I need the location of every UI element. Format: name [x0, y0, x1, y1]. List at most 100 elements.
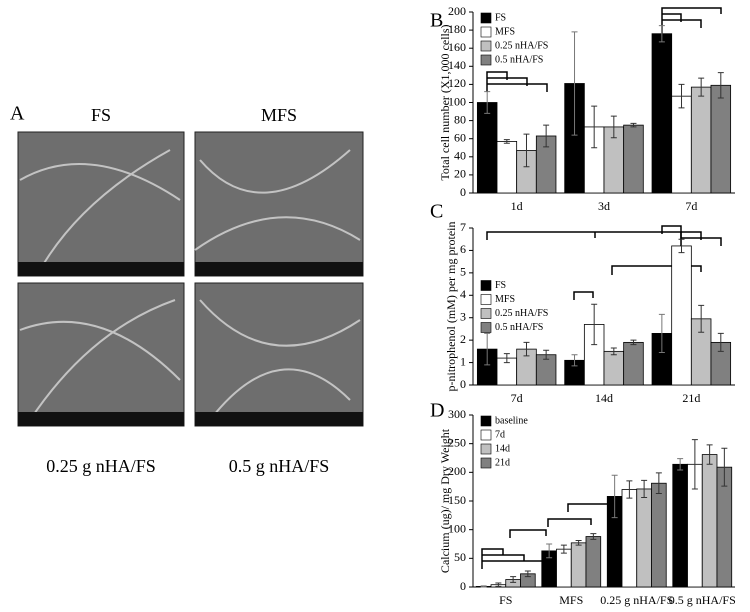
y-tick-label: 0 [460, 377, 466, 391]
sem-image [194, 131, 364, 277]
x-tick-label: 3d [598, 199, 610, 213]
sem-image [17, 131, 185, 277]
x-tick-label: 0.25 g nHA/FS [600, 593, 673, 607]
bar [710, 84, 732, 194]
y-tick-label: 1 [460, 354, 466, 368]
legend-swatch [480, 280, 492, 291]
image-label: 0.25 g nHA/FS [46, 456, 156, 476]
y-tick-label: 50 [454, 550, 466, 564]
error-bar [658, 313, 665, 353]
legend-label: MFS [495, 26, 515, 37]
bar [570, 542, 587, 588]
bracket [611, 225, 722, 275]
error-bar [543, 349, 550, 360]
x-tick-label: 21d [682, 391, 700, 405]
legend-swatch [480, 457, 492, 469]
significance-brackets [481, 7, 722, 569]
bar [651, 33, 673, 194]
error-bar [571, 354, 578, 367]
error-bar [630, 339, 637, 346]
legend-label: MFS [495, 294, 515, 305]
y-axis-label: Total cell number (X1,000 cells) [438, 24, 452, 180]
error-bar [524, 570, 531, 578]
panel-label: C [430, 201, 443, 223]
legend-label: 14d [495, 443, 510, 454]
sem-infobar [195, 412, 363, 426]
error-bar [630, 122, 637, 128]
bar [556, 548, 572, 588]
y-tick-label: 120 [448, 76, 466, 90]
error-bar [610, 115, 617, 139]
panel-label: B [430, 10, 443, 32]
sem-infobar [18, 262, 184, 276]
image-label: 0.5 g nHA/FS [229, 456, 330, 476]
bar [623, 341, 644, 386]
y-tick-label: 6 [460, 242, 466, 256]
error-bar [480, 585, 487, 588]
y-tick-label: 0 [460, 185, 466, 199]
bar [651, 482, 667, 588]
error-bar [495, 582, 502, 587]
bracket [486, 71, 548, 92]
y-axis-label: p-nitrophenol (mM) per mg protein [444, 222, 458, 392]
y-tick-label: 300 [448, 407, 466, 421]
error-bar [484, 332, 491, 366]
y-tick-label: 7 [460, 220, 466, 234]
y-tick-label: 100 [448, 94, 466, 108]
error-bar [503, 353, 510, 364]
error-bar [655, 472, 662, 495]
error-bar [626, 480, 633, 499]
image-label: FS [91, 105, 111, 125]
y-tick-label: 80 [454, 112, 466, 126]
error-bar [575, 540, 582, 546]
error-bar [610, 347, 617, 356]
legend-label: FS [495, 12, 506, 23]
y-tick-label: 2 [460, 332, 466, 346]
bar [623, 124, 644, 194]
legend-swatch [480, 322, 492, 333]
x-tick-label: 7d [685, 199, 697, 213]
error-bar [706, 444, 713, 465]
x-tick-label: 7d [511, 391, 523, 405]
legend-swatch [480, 26, 492, 38]
sem-texture [19, 149, 361, 421]
error-bar [717, 332, 724, 352]
y-tick-label: 180 [448, 22, 466, 36]
error-bar [677, 458, 684, 471]
bar [690, 86, 712, 194]
error-bar [484, 91, 491, 114]
legend-swatch [480, 54, 492, 66]
error-bar [698, 77, 705, 97]
panel-a: A FS MFS 0.25 g nHA/FS 0.5 g nHA/FS [10, 103, 364, 476]
panel-label: A [10, 103, 25, 125]
y-tick-label: 150 [448, 493, 466, 507]
sem-infobar [18, 412, 184, 426]
bracket [573, 291, 594, 300]
legend-swatch [480, 12, 492, 24]
legend-swatch [480, 415, 492, 427]
x-tick-label: 1d [511, 199, 523, 213]
legend-label: 0.5 nHA/FS [495, 54, 543, 65]
legend-label: FS [495, 280, 506, 291]
legend-label: 0.5 nHA/FS [495, 322, 543, 333]
error-bar [510, 576, 517, 583]
legend-swatch [480, 308, 492, 319]
y-tick-label: 5 [460, 265, 466, 279]
x-tick-label: 0.5 g nHA/FS [669, 593, 736, 607]
y-tick-label: 250 [448, 435, 466, 449]
y-tick-label: 200 [448, 4, 466, 18]
sem-image [194, 282, 364, 427]
error-bar [698, 304, 705, 333]
bracket [661, 7, 722, 34]
y-tick-label: 140 [448, 58, 466, 72]
legend-label: 7d [495, 429, 505, 440]
bar [636, 488, 652, 588]
legend-swatch [480, 443, 492, 455]
bracket [481, 529, 547, 569]
error-bar [590, 533, 597, 540]
error-bar [571, 31, 578, 136]
error-bar [523, 341, 530, 357]
error-bar [678, 83, 685, 109]
panel-label: D [430, 400, 444, 422]
